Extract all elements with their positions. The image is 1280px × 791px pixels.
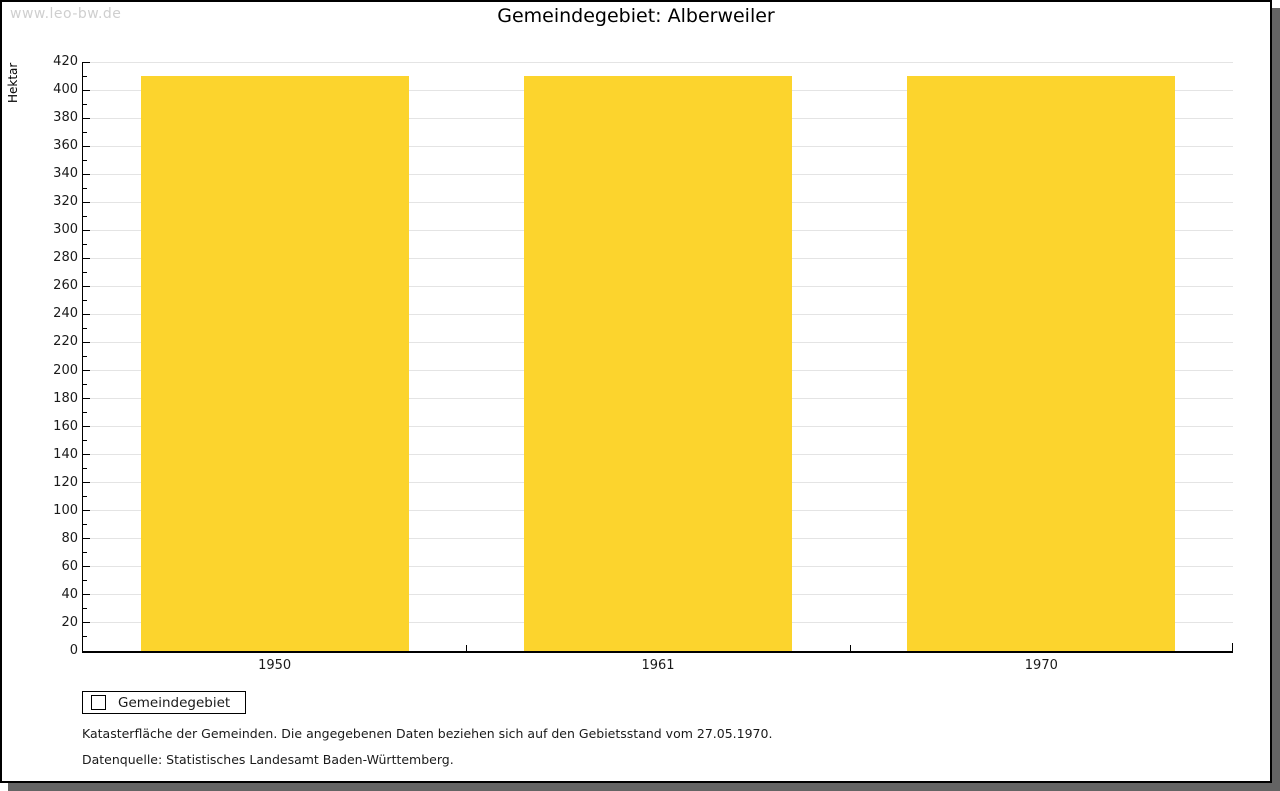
plot-area: [82, 61, 1233, 653]
y-axis-minor-tick: [83, 636, 87, 638]
y-axis-minor-tick: [83, 103, 87, 105]
y-axis-title: Hektar: [6, 62, 20, 103]
y-tick-label: 280: [53, 250, 78, 266]
y-axis-major-tick: [83, 454, 90, 456]
chart-title: Gemeindegebiet: Alberweiler: [497, 5, 775, 27]
footnote-source: Datenquelle: Statistisches Landesamt Bad…: [82, 752, 454, 767]
y-axis-major-tick: [83, 201, 90, 203]
x-tick-label: 1961: [641, 658, 675, 673]
y-tick-label: 200: [53, 362, 78, 378]
y-axis-major-tick: [83, 650, 90, 652]
y-axis-minor-tick: [83, 159, 87, 161]
y-axis-minor-tick: [83, 468, 87, 470]
y-axis-minor-tick: [83, 524, 87, 526]
y-axis-major-tick: [83, 594, 90, 596]
y-tick-label: 220: [53, 334, 78, 350]
y-axis-major-tick: [83, 229, 90, 231]
y-axis-minor-tick: [83, 496, 87, 498]
y-axis-major-tick: [83, 117, 90, 119]
frame-shadow-bottom: [8, 783, 1280, 791]
y-axis-major-tick: [83, 482, 90, 484]
y-tick-label: 0: [69, 643, 78, 658]
x-tick-label: 1970: [1024, 658, 1058, 673]
y-tick-label: 120: [53, 474, 78, 490]
y-axis-minor-tick: [83, 327, 87, 329]
y-tick-label: 140: [53, 446, 78, 462]
y-tick-label: 320: [53, 194, 78, 210]
y-axis-major-tick: [83, 370, 90, 372]
y-axis-major-tick: [83, 510, 90, 512]
y-axis-minor-tick: [83, 356, 87, 357]
y-axis-major-tick: [83, 173, 90, 175]
y-axis-minor-tick: [83, 299, 87, 301]
x-axis-boundary-tick: [466, 645, 468, 651]
y-tick-label: 360: [53, 138, 78, 154]
y-tick-label: 180: [53, 390, 78, 406]
y-tick-label: 100: [53, 502, 78, 518]
y-axis-minor-tick: [83, 552, 87, 554]
y-tick-label: 40: [61, 586, 78, 602]
legend: Gemeindegebiet: [82, 691, 247, 714]
y-axis-minor-tick: [83, 440, 87, 442]
x-axis-boundary-tick: [849, 645, 851, 651]
bar-1950: [140, 76, 409, 651]
y-tick-label: 340: [53, 166, 78, 182]
gridline: [83, 61, 1233, 63]
y-axis-major-tick: [83, 61, 90, 63]
y-axis-minor-tick: [83, 131, 87, 133]
y-axis-minor-tick: [83, 215, 87, 217]
bar-1970: [907, 76, 1176, 651]
y-tick-label: 240: [53, 306, 78, 322]
y-axis-minor-tick: [83, 187, 87, 189]
y-axis-minor-tick: [83, 243, 87, 245]
y-axis-major-tick: [83, 341, 90, 343]
legend-label: Gemeindegebiet: [118, 694, 231, 711]
y-axis-minor-tick: [83, 580, 87, 582]
y-axis-major-tick: [83, 566, 90, 568]
y-tick-label: 20: [61, 614, 78, 630]
y-tick-label: 60: [61, 558, 78, 574]
y-tick-label: 80: [61, 530, 78, 546]
y-axis-major-tick: [83, 538, 90, 540]
y-tick-label: 420: [53, 54, 78, 69]
frame-shadow-right: [1272, 8, 1280, 791]
y-tick-label: 300: [53, 222, 78, 238]
footnote-description: Katasterfläche der Gemeinden. Die angege…: [82, 726, 773, 741]
y-tick-label: 400: [53, 82, 78, 98]
y-axis-minor-tick: [83, 412, 87, 414]
y-axis-major-tick: [83, 285, 90, 287]
y-tick-label: 260: [53, 278, 78, 294]
y-axis-minor-tick: [83, 384, 87, 386]
watermark: www.leo-bw.de: [10, 6, 122, 22]
legend-swatch-icon: [91, 695, 106, 710]
x-axis-end-tick: [1232, 643, 1233, 651]
y-axis-major-tick: [83, 145, 90, 147]
y-axis-minor-tick: [83, 608, 87, 610]
y-tick-label: 380: [53, 110, 78, 126]
y-axis-minor-tick: [83, 75, 87, 77]
y-axis-major-tick: [83, 426, 90, 428]
y-axis-major-tick: [83, 89, 90, 91]
y-axis-minor-tick: [83, 271, 87, 273]
bar-1961: [523, 76, 793, 651]
y-axis-major-tick: [83, 257, 90, 259]
y-axis-major-tick: [83, 398, 90, 400]
y-axis-major-tick: [83, 313, 90, 315]
y-tick-label: 160: [53, 418, 78, 434]
x-tick-label: 1950: [258, 658, 292, 673]
y-axis-major-tick: [83, 622, 90, 624]
